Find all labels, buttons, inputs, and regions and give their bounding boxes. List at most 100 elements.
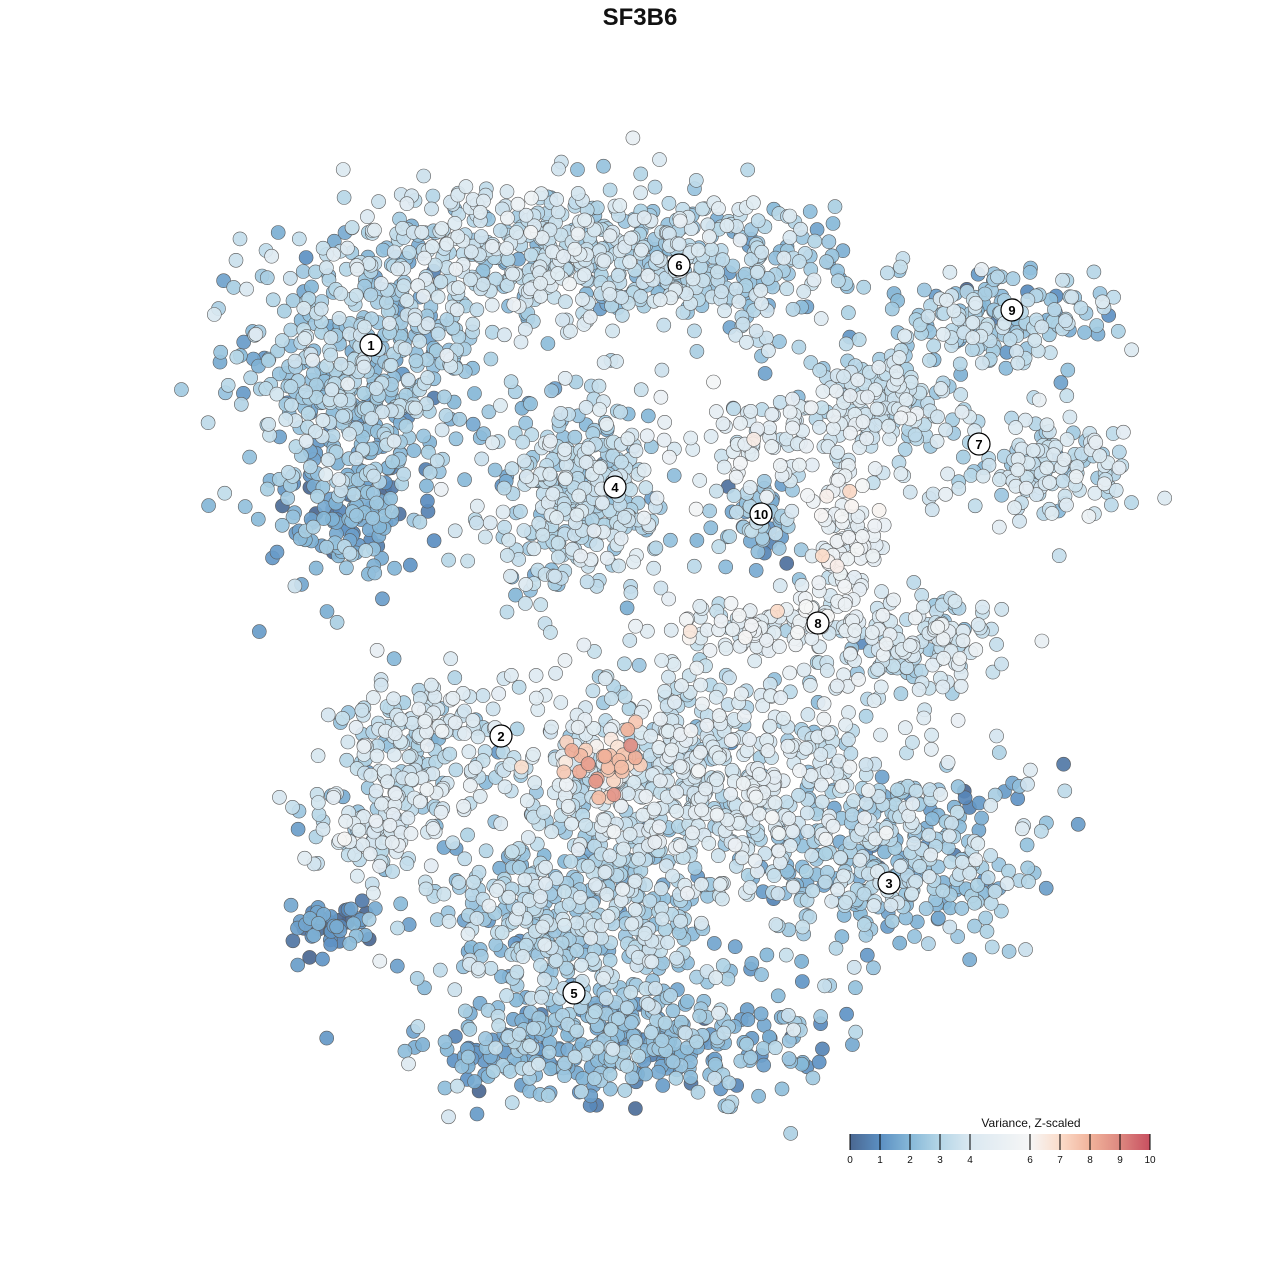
data-point	[437, 1080, 453, 1096]
data-point	[815, 384, 831, 399]
data-point	[1034, 319, 1050, 335]
data-point	[441, 552, 456, 568]
data-point	[989, 728, 1004, 744]
data-point	[478, 843, 494, 859]
data-point	[295, 264, 311, 279]
data-point	[484, 239, 500, 254]
data-point	[315, 821, 331, 837]
data-point	[522, 1038, 537, 1053]
data-point	[344, 220, 360, 235]
data-point	[785, 879, 801, 895]
data-point	[656, 317, 672, 333]
data-point	[517, 321, 533, 337]
data-point	[375, 591, 390, 607]
data-point	[484, 297, 500, 313]
data-point	[904, 886, 920, 902]
data-point	[439, 312, 455, 327]
data-point	[298, 250, 314, 265]
data-point	[694, 877, 709, 892]
data-point	[450, 280, 466, 296]
data-point	[432, 962, 448, 978]
data-point	[859, 947, 875, 963]
data-point	[447, 982, 463, 998]
data-point	[553, 695, 569, 710]
data-point	[633, 289, 649, 304]
data-point	[653, 881, 669, 897]
data-point	[791, 457, 807, 473]
data-point	[836, 369, 851, 384]
data-point	[336, 190, 352, 205]
data-point	[647, 179, 663, 195]
data-point	[229, 349, 245, 365]
data-point	[824, 893, 840, 909]
data-point	[448, 762, 464, 778]
data-point	[400, 810, 416, 826]
data-point	[613, 404, 628, 420]
data-point	[782, 208, 798, 224]
data-point	[575, 291, 590, 307]
data-point	[1068, 469, 1084, 485]
data-point	[637, 926, 653, 941]
data-point	[682, 623, 698, 639]
data-point	[569, 915, 585, 931]
data-point	[504, 1095, 520, 1110]
data-point	[780, 738, 796, 754]
data-point	[798, 599, 814, 615]
data-point	[272, 789, 287, 805]
data-point	[461, 744, 477, 760]
data-point	[1097, 476, 1112, 492]
data-point	[768, 917, 784, 932]
data-point	[577, 212, 592, 228]
data-point	[516, 453, 532, 469]
data-point	[242, 449, 257, 465]
data-point	[994, 601, 1010, 617]
data-point	[648, 540, 664, 556]
data-point	[556, 249, 571, 264]
data-point	[873, 727, 888, 743]
data-point	[396, 278, 412, 294]
data-point	[420, 493, 435, 509]
data-point	[383, 357, 399, 373]
data-point	[287, 353, 303, 369]
cluster-label-text: 9	[1008, 303, 1015, 318]
data-point	[485, 324, 500, 340]
cluster-label-circle	[603, 475, 627, 499]
data-point	[677, 1025, 693, 1041]
data-point	[744, 446, 760, 462]
data-point	[511, 901, 527, 917]
data-point	[668, 1070, 684, 1086]
data-point	[488, 1040, 504, 1056]
data-point	[723, 596, 739, 611]
data-point	[596, 253, 612, 269]
data-point	[1057, 783, 1073, 799]
data-point	[633, 166, 649, 182]
data-point	[399, 293, 415, 308]
data-point	[648, 981, 663, 996]
data-point	[614, 759, 629, 775]
data-point	[384, 504, 400, 520]
data-point	[720, 971, 736, 987]
data-point	[965, 330, 981, 346]
data-point	[1034, 633, 1050, 649]
data-point	[1064, 289, 1079, 305]
data-point	[813, 747, 829, 762]
data-point	[1081, 509, 1097, 524]
data-point	[487, 462, 503, 478]
data-point	[660, 723, 676, 739]
data-point	[744, 956, 760, 971]
data-point	[967, 895, 982, 911]
data-point	[752, 806, 767, 822]
data-point	[340, 734, 356, 750]
data-point	[485, 435, 500, 451]
data-point	[940, 466, 955, 482]
data-point	[736, 709, 752, 724]
data-point	[1001, 944, 1017, 959]
data-point	[1027, 333, 1043, 348]
data-point	[694, 201, 710, 217]
data-point	[331, 311, 347, 326]
data-point	[727, 939, 743, 955]
data-point	[663, 532, 678, 548]
data-point	[533, 958, 548, 973]
data-point	[469, 911, 485, 926]
data-point	[458, 179, 474, 194]
